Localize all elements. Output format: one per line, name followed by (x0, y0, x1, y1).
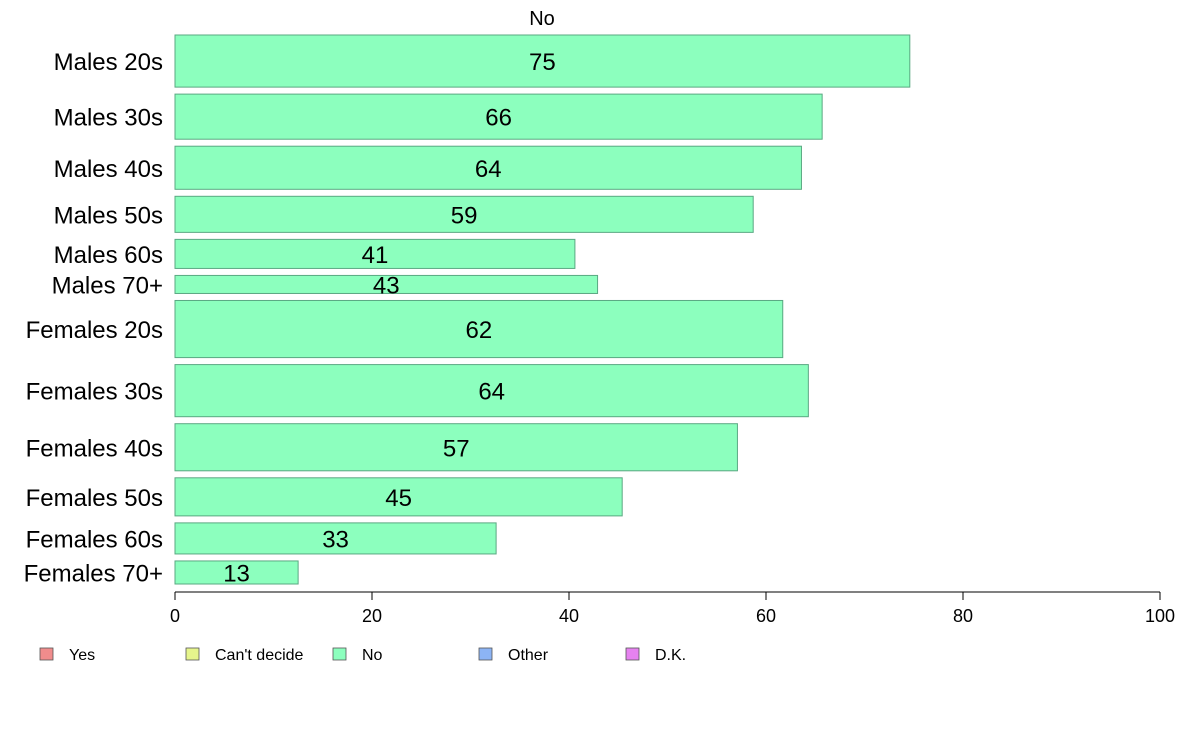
bar-0 (174, 34, 911, 88)
category-label-10: Females 60s (26, 526, 163, 553)
category-label-6: Females 20s (26, 317, 163, 344)
x-tick-label-5: 100 (1145, 606, 1175, 626)
category-label-3: Males 50s (54, 202, 163, 229)
legend-label-4: D.K. (655, 647, 686, 664)
legend-label-0: Yes (69, 647, 95, 664)
bars-group: Males 20s 75 Males 30s 66 Males 40s 64 Males 5… (24, 34, 911, 587)
bar-8 (174, 423, 738, 472)
category-label-0: Males 20s (54, 49, 163, 76)
category-label-2: Males 40s (54, 156, 163, 183)
value-label-2: 64 (475, 156, 502, 183)
bar-11 (174, 560, 299, 585)
bar-9 (174, 477, 623, 517)
legend-label-2: No (362, 647, 383, 664)
chart-title: No (529, 8, 555, 30)
x-tick-label-4: 80 (953, 606, 973, 626)
value-label-4: 41 (362, 242, 389, 269)
value-label-10: 33 (322, 526, 349, 553)
category-label-11: Females 70+ (24, 560, 163, 587)
value-label-3: 59 (451, 202, 478, 229)
legend-swatch-0 (39, 647, 54, 661)
bar-5 (174, 274, 599, 294)
bar-10 (174, 522, 497, 555)
category-label-1: Males 30s (54, 105, 163, 132)
category-label-5: Males 70+ (52, 272, 163, 299)
legend-label-1: Can't decide (215, 647, 304, 664)
legend: Yes Can't decide No Other D.K. (39, 647, 686, 664)
bar-3 (174, 195, 754, 233)
x-tick-label-2: 40 (559, 606, 579, 626)
value-label-0: 75 (529, 49, 556, 76)
value-label-5: 43 (373, 272, 400, 299)
legend-swatch-4 (625, 647, 640, 661)
category-label-8: Females 40s (26, 435, 163, 462)
value-label-7: 64 (478, 379, 505, 406)
legend-label-3: Other (508, 647, 549, 664)
legend-swatch-1 (185, 647, 200, 661)
bar-4 (174, 238, 576, 269)
value-label-1: 66 (485, 105, 512, 132)
bar-1 (174, 93, 823, 140)
bar-2 (174, 145, 802, 190)
x-tick-label-0: 0 (170, 606, 180, 626)
value-label-6: 62 (466, 317, 493, 344)
bar-6 (174, 299, 784, 359)
x-axis: 0 20 40 60 80 100 (170, 591, 1175, 626)
legend-swatch-3 (478, 647, 493, 661)
bar-7 (174, 364, 809, 418)
value-label-9: 45 (385, 485, 412, 512)
value-label-11: 13 (223, 560, 250, 587)
category-label-9: Females 50s (26, 485, 163, 512)
category-label-4: Males 60s (54, 242, 163, 269)
value-label-8: 57 (443, 435, 470, 462)
category-label-7: Females 30s (26, 379, 163, 406)
x-tick-label-1: 20 (362, 606, 382, 626)
legend-swatch-2 (332, 647, 347, 661)
x-tick-label-3: 60 (756, 606, 776, 626)
